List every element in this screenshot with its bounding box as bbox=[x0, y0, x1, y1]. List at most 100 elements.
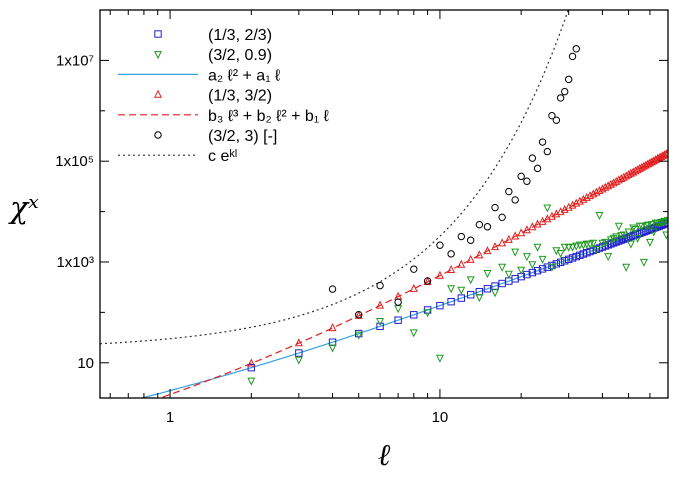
data-point bbox=[633, 234, 642, 243]
data-point bbox=[626, 240, 635, 249]
data-point bbox=[564, 75, 573, 84]
data-point bbox=[609, 178, 618, 187]
data-point bbox=[376, 300, 385, 309]
y-axis-title: χˣ bbox=[8, 191, 39, 226]
data-point bbox=[579, 241, 588, 250]
data-point bbox=[423, 277, 432, 285]
data-point bbox=[548, 111, 556, 120]
data-point bbox=[328, 323, 337, 332]
series-4 bbox=[328, 45, 580, 319]
y-tick-label: 1x10⁵ bbox=[55, 153, 94, 170]
data-point bbox=[572, 45, 580, 53]
legend-entry: (1/3, 2/3) bbox=[154, 27, 272, 44]
data-point bbox=[483, 285, 492, 293]
data-point bbox=[522, 253, 531, 262]
x-tick-label: 1 bbox=[166, 409, 174, 426]
plot-frame bbox=[99, 9, 669, 399]
series-3 bbox=[247, 148, 668, 367]
data-point bbox=[528, 154, 537, 162]
data-point bbox=[517, 266, 526, 275]
data-point bbox=[663, 148, 668, 157]
data-point bbox=[247, 377, 256, 386]
legend-entry: (3/2, 3) [-] bbox=[154, 128, 277, 145]
axis-ticks bbox=[100, 9, 669, 398]
data-point bbox=[622, 263, 631, 272]
fit-curve-2 bbox=[158, 152, 668, 398]
data-point bbox=[491, 203, 499, 212]
data-point bbox=[612, 238, 620, 246]
data-point bbox=[564, 255, 573, 264]
data-point bbox=[601, 238, 610, 247]
data-point bbox=[624, 228, 633, 237]
data-point bbox=[568, 254, 577, 262]
data-point bbox=[643, 221, 652, 230]
data-point bbox=[409, 283, 418, 292]
data-point bbox=[568, 52, 577, 61]
data-point bbox=[637, 222, 646, 231]
data-point bbox=[658, 218, 667, 227]
data-point bbox=[663, 216, 668, 225]
data-point bbox=[586, 191, 595, 200]
data-point bbox=[528, 268, 537, 277]
data-point bbox=[394, 316, 402, 324]
data-point bbox=[639, 258, 648, 267]
data-point bbox=[582, 192, 591, 201]
data-point bbox=[617, 236, 626, 244]
data-point bbox=[409, 329, 418, 338]
data-point bbox=[294, 338, 303, 347]
data-point bbox=[607, 240, 615, 248]
legend-label: (1/3, 3/2) bbox=[208, 88, 272, 105]
data-point bbox=[483, 246, 492, 255]
data-point bbox=[523, 270, 531, 279]
data-point bbox=[475, 294, 484, 303]
legend-entry: (3/2, 0.9) bbox=[153, 47, 272, 64]
data-point bbox=[538, 265, 547, 273]
data-point bbox=[517, 228, 526, 237]
data-point bbox=[354, 331, 363, 340]
data-point bbox=[475, 220, 484, 229]
x-tick-label: 10 bbox=[432, 409, 449, 426]
data-point bbox=[592, 187, 601, 196]
y-tick-label: 1x10³ bbox=[56, 254, 94, 271]
data-point bbox=[410, 265, 418, 273]
data-point bbox=[572, 198, 581, 207]
data-point bbox=[466, 254, 475, 263]
data-point bbox=[423, 309, 432, 318]
data-point bbox=[598, 184, 607, 193]
data-point bbox=[606, 179, 615, 188]
data-point bbox=[589, 239, 598, 248]
data-point bbox=[466, 276, 475, 285]
legend-label: (3/2, 0.9) bbox=[208, 47, 272, 64]
data-point bbox=[294, 356, 303, 365]
data-point bbox=[447, 298, 455, 306]
data-point bbox=[410, 311, 418, 319]
data-point bbox=[543, 147, 552, 156]
data-point bbox=[394, 298, 402, 306]
data-point bbox=[498, 213, 506, 222]
data-point bbox=[447, 285, 456, 294]
data-point bbox=[629, 224, 638, 233]
data-point bbox=[595, 212, 604, 221]
data-point bbox=[457, 286, 466, 295]
legend-entry: a₂ ℓ² + a₁ ℓ bbox=[118, 67, 280, 84]
data-point bbox=[560, 243, 569, 252]
data-point bbox=[498, 238, 507, 247]
data-point bbox=[511, 231, 520, 240]
legend-entry: c eᵏˡ bbox=[118, 148, 237, 165]
data-point bbox=[533, 164, 542, 173]
data-point bbox=[491, 289, 500, 298]
legend-label: (1/3, 2/3) bbox=[208, 27, 272, 44]
data-point bbox=[466, 236, 475, 244]
data-point bbox=[647, 221, 656, 230]
data-point bbox=[376, 281, 384, 290]
data-point bbox=[517, 172, 525, 181]
data-point bbox=[435, 270, 444, 279]
data-point bbox=[457, 259, 466, 268]
legend-marker bbox=[154, 131, 162, 139]
data-point bbox=[641, 222, 650, 231]
data-point bbox=[655, 153, 664, 162]
data-point bbox=[528, 222, 537, 231]
data-point bbox=[457, 232, 466, 241]
data-point bbox=[483, 270, 492, 279]
